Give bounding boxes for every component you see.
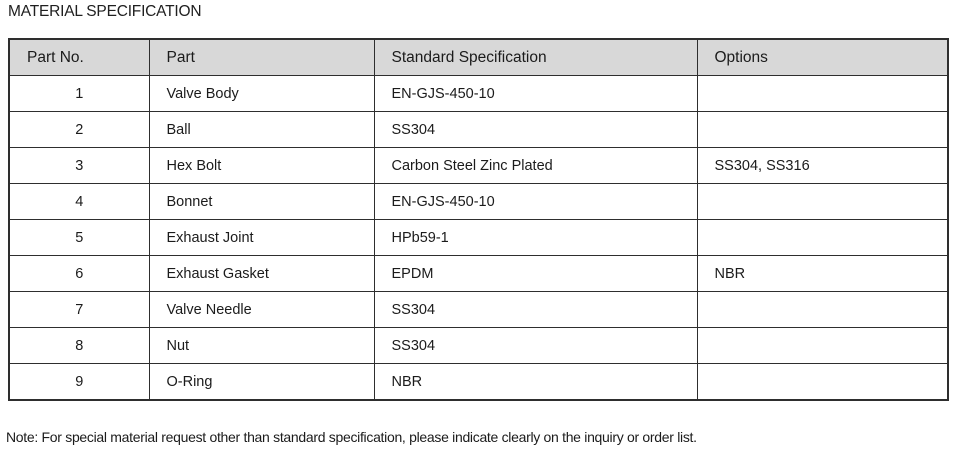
note-text: Note: For special material request other… [6,429,697,445]
cell-standard-spec: Carbon Steel Zinc Plated [373,147,698,184]
material-specification-table: Part No. Part Standard Specification Opt… [8,38,949,401]
cell-options [696,327,949,364]
cell-part-no: 8 [8,327,150,364]
cell-standard-spec: EPDM [373,255,698,292]
cell-standard-spec: SS304 [373,291,698,328]
column-header-options: Options [696,38,949,76]
table-row: 9 O-Ring NBR [8,363,949,401]
cell-part: Valve Body [148,75,375,112]
cell-part-no: 7 [8,291,150,328]
cell-standard-spec: SS304 [373,327,698,364]
cell-part: Bonnet [148,183,375,220]
table-row: 8 Nut SS304 [8,327,949,364]
table-row: 5 Exhaust Joint HPb59-1 [8,219,949,256]
cell-part: Exhaust Gasket [148,255,375,292]
table-row: 4 Bonnet EN-GJS-450-10 [8,183,949,220]
table-row: 3 Hex Bolt Carbon Steel Zinc Plated SS30… [8,147,949,184]
cell-standard-spec: NBR [373,363,698,401]
cell-part: Exhaust Joint [148,219,375,256]
cell-options: SS304, SS316 [696,147,949,184]
cell-standard-spec: EN-GJS-450-10 [373,75,698,112]
cell-options [696,363,949,401]
column-header-standard-spec: Standard Specification [373,38,698,76]
cell-options [696,75,949,112]
column-header-part: Part [148,38,375,76]
cell-options [696,291,949,328]
cell-part: Valve Needle [148,291,375,328]
column-header-part-no: Part No. [8,38,150,76]
cell-standard-spec: SS304 [373,111,698,148]
table-row: 6 Exhaust Gasket EPDM NBR [8,255,949,292]
cell-options: NBR [696,255,949,292]
cell-part-no: 3 [8,147,150,184]
cell-options [696,219,949,256]
cell-part-no: 4 [8,183,150,220]
table-row: 7 Valve Needle SS304 [8,291,949,328]
table-row: 2 Ball SS304 [8,111,949,148]
cell-part: Hex Bolt [148,147,375,184]
cell-standard-spec: HPb59-1 [373,219,698,256]
cell-options [696,111,949,148]
cell-part: Ball [148,111,375,148]
cell-part: O-Ring [148,363,375,401]
cell-part-no: 6 [8,255,150,292]
cell-part-no: 1 [8,75,150,112]
cell-options [696,183,949,220]
cell-part-no: 9 [8,363,150,401]
table-row: 1 Valve Body EN-GJS-450-10 [8,75,949,112]
cell-part: Nut [148,327,375,364]
cell-part-no: 5 [8,219,150,256]
page-title: MATERIAL SPECIFICATION [8,3,202,20]
cell-part-no: 2 [8,111,150,148]
header-row: Part No. Part Standard Specification Opt… [8,38,949,76]
cell-standard-spec: EN-GJS-450-10 [373,183,698,220]
